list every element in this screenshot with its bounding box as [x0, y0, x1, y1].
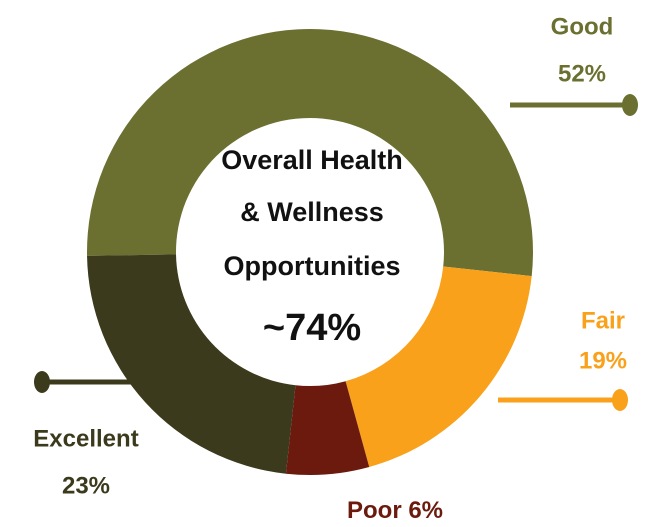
- category-label: Excellent: [33, 425, 138, 452]
- value-label: 19%: [579, 347, 627, 374]
- value-label: 52%: [558, 60, 606, 87]
- center-title-line: & Wellness: [240, 197, 384, 227]
- segment-label: Poor 6%: [347, 497, 443, 524]
- donut-segment: [285, 381, 370, 476]
- center-value: ~74%: [263, 307, 361, 349]
- category-label: Good: [551, 13, 614, 40]
- value-label: 23%: [62, 472, 110, 499]
- center-title-line: Overall Health: [221, 145, 403, 175]
- category-label: Fair: [581, 307, 625, 334]
- leader-dot: [622, 94, 638, 116]
- donut-segment: [345, 266, 532, 467]
- leader-dot: [612, 389, 628, 411]
- center-title-line: Opportunities: [224, 251, 401, 281]
- category-label: Poor: [347, 497, 402, 524]
- donut: [87, 29, 534, 476]
- value-label: 6%: [408, 497, 443, 524]
- donut-segment: [87, 254, 296, 474]
- leader-dot: [34, 371, 50, 393]
- donut-segment: [87, 29, 534, 277]
